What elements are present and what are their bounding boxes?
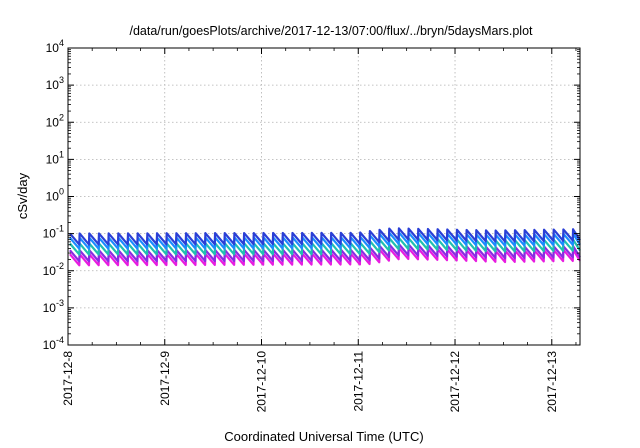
grid	[68, 48, 580, 345]
y-tick-label: 10-2	[43, 261, 64, 278]
y-tick-label: 102	[46, 112, 64, 129]
y-tick-label: 103	[46, 75, 64, 92]
y-tick-label: 104	[46, 38, 64, 55]
x-tick-label: 2017-12-11	[351, 351, 365, 412]
y-tick-label: 101	[46, 149, 64, 166]
y-tick-label: 10-1	[43, 224, 64, 241]
y-axis-label: cSv/day	[15, 172, 30, 219]
x-tick-label: 2017-12-9	[158, 351, 172, 406]
series-group	[69, 227, 581, 267]
y-tick-label: 10-4	[43, 335, 64, 352]
x-axis-label: Coordinated Universal Time (UTC)	[224, 429, 423, 444]
series-line	[69, 227, 581, 246]
x-tick-label: 2017-12-12	[448, 351, 462, 413]
y-tick-label: 100	[46, 187, 64, 204]
x-tick-label: 2017-12-13	[545, 351, 559, 413]
x-axis: 2017-12-8 2017-12-9 2017-12-10 2017-12-11 20…	[61, 48, 577, 413]
x-tick-label: 2017-12-10	[255, 351, 269, 413]
y-tick-label: 10-3	[43, 298, 64, 315]
x-tick-label: 2017-12-8	[61, 351, 75, 406]
y-axis: 104 103 102 101 100 10-1 10-2 10-3 10-4	[43, 38, 580, 352]
chart-title: /data/run/goesPlots/archive/2017-12-13/0…	[129, 24, 533, 38]
